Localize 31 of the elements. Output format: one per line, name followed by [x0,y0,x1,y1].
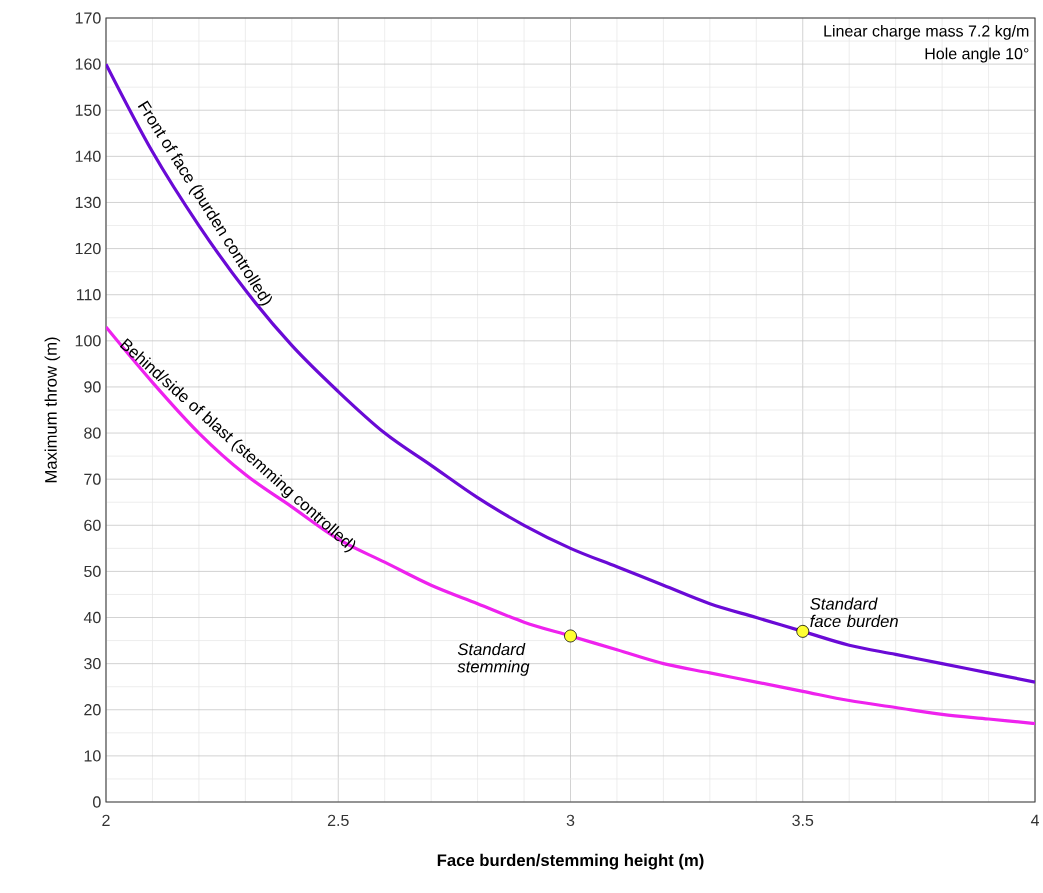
y-tick-label: 70 [84,473,101,485]
y-axis-title: Maximum throw (m) [44,337,61,483]
y-tick-label: 40 [83,611,101,624]
y-tick-label: 30 [84,657,101,670]
y-tick-label: 170 [75,12,101,24]
y-tick-label: 90 [84,381,101,393]
y-tick-label: 150 [75,104,101,116]
y-tick-label: 120 [75,242,101,255]
y-tick-label: 140 [75,150,101,162]
x-tick-label: 4 [1030,814,1039,826]
annotation: Standard face burden [810,597,898,628]
annotation: Linear charge mass 7.2 kg/m [824,24,1029,40]
x-tick-label: 3 [566,814,575,827]
y-tick-label: 80 [84,427,101,439]
y-tick-label: 160 [75,58,101,70]
y-tick-label: 20 [84,704,101,716]
x-tick-label: 3.5 [792,814,814,827]
x-axis-title: Face burden/stemming height (m) [437,853,704,870]
y-tick-label: 60 [84,519,101,531]
y-tick-label: 0 [93,796,101,808]
line-series [106,62,1036,684]
y-tick-label: 10 [84,750,101,762]
x-tick-label: 2 [102,814,110,826]
y-tick-label: 100 [75,335,101,347]
x-tick-label: 2.5 [327,814,349,827]
y-tick-label: 110 [76,289,101,301]
y-tick-label: 130 [75,196,101,209]
annotation: Standard stemming [457,642,530,676]
line-series [106,325,1036,726]
annotation: Hole angle 10° [925,47,1029,63]
y-tick-label: 50 [84,565,101,578]
